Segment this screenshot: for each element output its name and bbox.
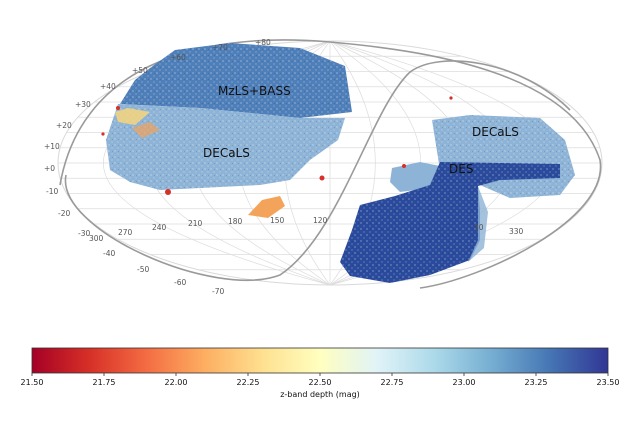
ra-tick: 270 bbox=[118, 228, 133, 237]
dec-tick: -60 bbox=[174, 278, 186, 287]
ra-tick: 300 bbox=[89, 234, 104, 243]
dec-tick: -20 bbox=[58, 209, 70, 218]
survey-footprints bbox=[101, 43, 575, 283]
label-decals-north: DECaLS bbox=[203, 146, 250, 160]
dec-tick-labels: +80 +70 +60 +50 +40 +30 +20 +10 +0 -10 -… bbox=[44, 38, 271, 296]
colorbar-tick-label: 23.50 bbox=[597, 378, 620, 387]
dec-tick: -40 bbox=[103, 249, 115, 258]
ra-tick: 150 bbox=[270, 216, 285, 225]
galactic-plane-curve bbox=[64, 60, 571, 281]
colorbar: 21.50 21.75 22.00 22.25 22.50 22.75 23.00 23.25… bbox=[21, 347, 620, 399]
dec-tick: -50 bbox=[137, 265, 149, 274]
dec-tick: +0 bbox=[44, 164, 55, 173]
colorbar-tick-label: 22.75 bbox=[381, 378, 404, 387]
dec-tick: +30 bbox=[75, 100, 91, 109]
label-decals-south: DECaLS bbox=[472, 125, 519, 139]
ra-tick: 120 bbox=[313, 216, 328, 225]
dec-tick: +60 bbox=[170, 53, 186, 62]
colorbar-tick-label: 23.25 bbox=[525, 378, 548, 387]
label-mzls-bass: MzLS+BASS bbox=[218, 84, 291, 98]
dec-tick: -10 bbox=[46, 187, 58, 196]
ra-tick-labels: 300 270 240 210 180 150 120 30 330 bbox=[89, 216, 524, 243]
colorbar-tick-label: 21.75 bbox=[93, 378, 116, 387]
ra-tick: 180 bbox=[228, 217, 243, 226]
ra-tick: 240 bbox=[152, 223, 167, 232]
ra-tick: 330 bbox=[509, 227, 524, 236]
label-des: DES bbox=[449, 162, 473, 176]
colorbar-tick-label: 21.50 bbox=[21, 378, 44, 387]
dec-tick: +40 bbox=[100, 82, 116, 91]
colorbar-label: z-band depth (mag) bbox=[280, 390, 360, 399]
dec-tick: +70 bbox=[212, 43, 228, 52]
galactic-boundary-curve bbox=[59, 39, 602, 289]
colorbar-tick-label: 22.25 bbox=[237, 378, 260, 387]
dec-tick: +10 bbox=[44, 142, 60, 151]
dec-tick: -70 bbox=[212, 287, 224, 296]
colorbar-tick-label: 22.00 bbox=[165, 378, 188, 387]
ra-tick: 210 bbox=[188, 219, 203, 228]
footprint-decals-strip bbox=[248, 196, 285, 218]
dec-tick: -30 bbox=[78, 229, 90, 238]
dec-tick: +20 bbox=[56, 121, 72, 130]
colorbar-tick-label: 23.00 bbox=[453, 378, 476, 387]
colorbar-gradient bbox=[31, 347, 609, 374]
ra-tick: 30 bbox=[474, 223, 484, 232]
colorbar-tick-label: 22.50 bbox=[309, 378, 332, 387]
dec-tick: +80 bbox=[255, 38, 271, 47]
dec-tick: +50 bbox=[132, 66, 148, 75]
